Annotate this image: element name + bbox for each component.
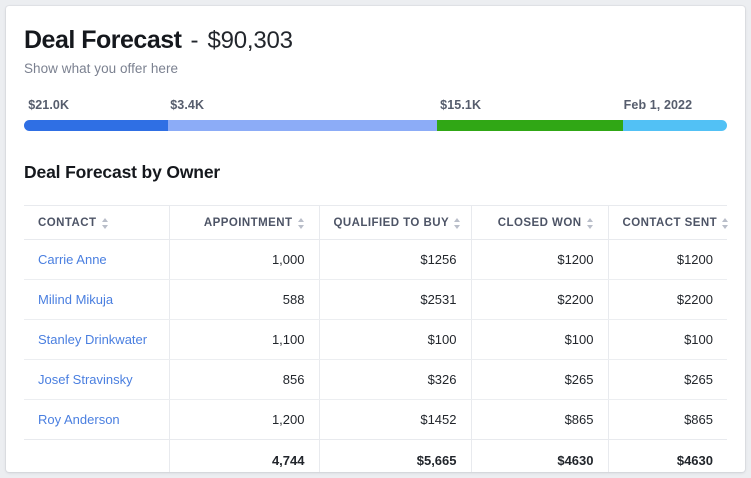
forecast-bar-segment-0[interactable]	[24, 120, 169, 131]
title-main-text: Deal Forecast	[24, 26, 182, 54]
cell-appointment: 1,100	[168, 319, 319, 360]
cell-contact-sent: $2200	[607, 279, 727, 320]
cell-contact: Josef Stravinsky	[24, 359, 169, 400]
title-separator: -	[190, 27, 199, 54]
table-row: Stanley Drinkwater 1,100 $100 $100 $100	[24, 319, 727, 360]
sort-icon[interactable]	[722, 217, 729, 229]
cell-appointment: 1,200	[168, 399, 319, 440]
sort-icon[interactable]	[586, 217, 594, 229]
column-header-qualified-to-buy-label: QUALIFIED TO BUY	[333, 217, 450, 229]
sort-icon[interactable]	[101, 217, 109, 229]
column-header-contact[interactable]: CONTACT	[24, 205, 169, 240]
cell-appointment: 588	[168, 279, 319, 320]
table-foot: 4,744 $5,665 $4630 $4630	[24, 439, 727, 473]
forecast-bar-segment-1[interactable]	[168, 120, 437, 131]
cell-contact: Stanley Drinkwater	[24, 319, 169, 360]
column-header-contact-label: CONTACT	[38, 217, 97, 229]
cell-qualified-to-buy: $2531	[318, 279, 471, 320]
cell-contact: Carrie Anne	[24, 239, 169, 280]
sort-icon[interactable]	[297, 217, 305, 229]
title-amount: $90,303	[207, 27, 293, 54]
deal-forecast-card: Deal Forecast - $90,303 Show what you of…	[6, 6, 745, 472]
cell-contact-sent: $100	[607, 319, 727, 360]
cell-closed-won: $865	[470, 399, 608, 440]
total-qualified-to-buy: $5,665	[318, 439, 471, 472]
cell-contact-sent: $1200	[607, 239, 727, 280]
forecast-bar-label-3: Feb 1, 2022	[623, 98, 693, 112]
cell-closed-won: $1200	[470, 239, 608, 280]
cell-contact: Roy Anderson	[24, 399, 169, 440]
contact-link[interactable]: Roy Anderson	[38, 412, 120, 427]
forecast-bar-segment-3[interactable]	[622, 120, 727, 131]
column-header-appointment-label: APPOINTMENT	[203, 217, 293, 229]
table-row: Carrie Anne 1,000 $1256 $1200 $1200	[24, 239, 727, 280]
cell-contact: Milind Mikuja	[24, 279, 169, 320]
total-contact	[24, 440, 169, 473]
contact-link[interactable]: Josef Stravinsky	[38, 372, 133, 387]
contact-link[interactable]: Stanley Drinkwater	[38, 332, 148, 347]
forecast-bar-track	[24, 120, 727, 131]
section-title: Deal Forecast by Owner	[24, 162, 221, 182]
table-totals-row: 4,744 $5,665 $4630 $4630	[24, 439, 727, 473]
cell-appointment: 856	[168, 359, 319, 400]
table-row: Josef Stravinsky 856 $326 $265 $265	[24, 359, 727, 400]
column-header-contact-sent-label: CONTACT SENT	[622, 217, 718, 229]
page-title: Deal Forecast - $90,303	[24, 26, 727, 55]
cell-closed-won: $100	[470, 319, 608, 360]
table-body: Carrie Anne 1,000 $1256 $1200 $1200 Mili…	[24, 239, 727, 440]
forecast-bar-label-1: $3.4K	[170, 98, 205, 112]
table-header-row: CONTACT APPOINTMENT QUALIFIED TO BUY	[24, 205, 729, 240]
table-head: CONTACT APPOINTMENT QUALIFIED TO BUY	[24, 205, 729, 240]
column-header-contact-sent[interactable]: CONTACT SENT	[607, 205, 729, 240]
forecast-bar-labels: $21.0K $3.4K $15.1K Feb 1, 2022	[24, 98, 727, 114]
sort-icon[interactable]	[454, 217, 461, 229]
table-row: Roy Anderson 1,200 $1452 $865 $865	[24, 399, 727, 440]
total-closed-won: $4630	[470, 439, 608, 472]
cell-appointment: 1,000	[168, 239, 319, 280]
cell-qualified-to-buy: $1256	[318, 239, 471, 280]
deal-forecast-table: CONTACT APPOINTMENT QUALIFIED TO BUY	[24, 205, 729, 473]
cell-qualified-to-buy: $326	[318, 359, 471, 400]
table-row: Milind Mikuja 588 $2531 $2200 $2200	[24, 279, 727, 320]
forecast-bar-segment-2[interactable]	[436, 120, 623, 131]
cell-contact-sent: $865	[607, 399, 727, 440]
forecast-bar-label-0: $21.0K	[28, 98, 70, 112]
cell-closed-won: $265	[470, 359, 608, 400]
forecast-bar-label-2: $15.1K	[440, 98, 482, 112]
total-contact-sent: $4630	[607, 439, 727, 472]
column-header-qualified-to-buy[interactable]: QUALIFIED TO BUY	[318, 205, 471, 240]
contact-link[interactable]: Milind Mikuja	[38, 292, 114, 307]
total-appointment: 4,744	[168, 439, 319, 472]
card-header: Deal Forecast - $90,303 Show what you of…	[6, 6, 745, 136]
cell-contact-sent: $265	[607, 359, 727, 400]
table-container: CONTACT APPOINTMENT QUALIFIED TO BUY	[6, 205, 745, 472]
contact-link[interactable]: Carrie Anne	[38, 252, 107, 267]
column-header-closed-won[interactable]: CLOSED WON	[470, 205, 608, 240]
page-subtitle: Show what you offer here	[24, 61, 179, 76]
cell-qualified-to-buy: $100	[318, 319, 471, 360]
column-header-closed-won-label: CLOSED WON	[497, 217, 582, 229]
forecast-bar: $21.0K $3.4K $15.1K Feb 1, 2022	[24, 98, 727, 136]
cell-qualified-to-buy: $1452	[318, 399, 471, 440]
column-header-appointment[interactable]: APPOINTMENT	[168, 205, 319, 240]
cell-closed-won: $2200	[470, 279, 608, 320]
